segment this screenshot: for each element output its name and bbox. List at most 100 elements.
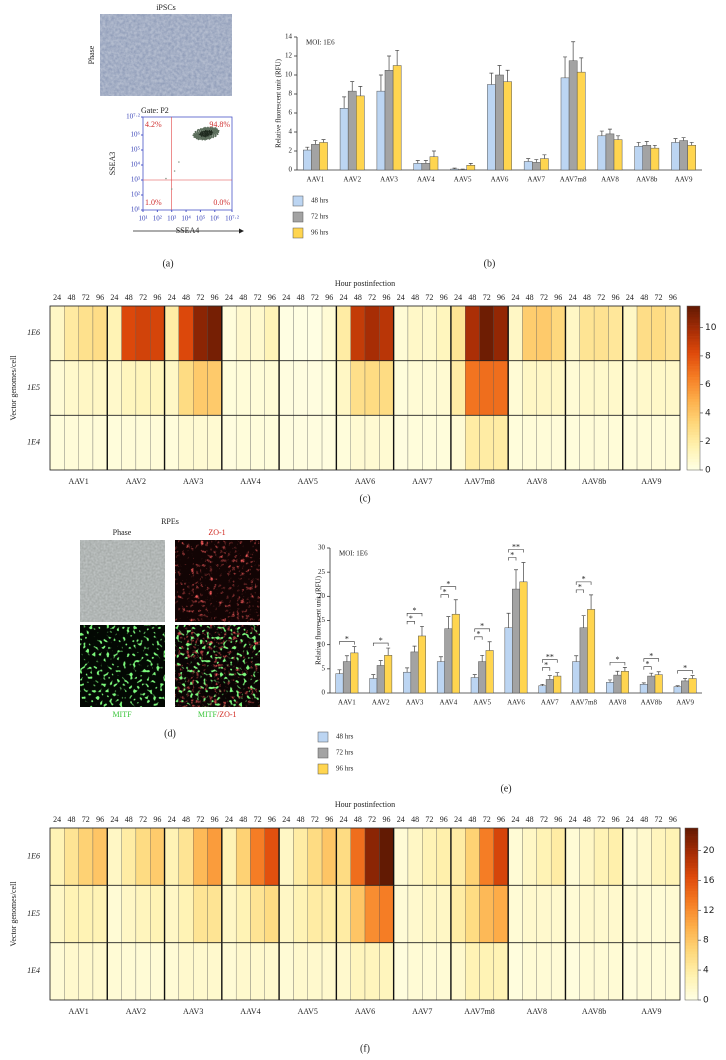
heat-cell: [250, 942, 265, 1001]
error-bar: [321, 139, 326, 143]
heat-cell: [336, 305, 351, 361]
cell-dot: [209, 126, 212, 129]
heat-cell: [593, 305, 609, 361]
significance-bracket: [339, 641, 355, 645]
significance-label: *: [345, 634, 349, 643]
hour-label: 72: [196, 815, 204, 824]
x-tick-label: AAV1: [338, 699, 356, 707]
heat-cell: [522, 360, 537, 416]
heat-cell: [178, 942, 194, 1001]
significance-label: *: [683, 663, 687, 672]
heatmap-frame: [49, 305, 681, 471]
bar: [478, 661, 487, 694]
heat-cell: [622, 415, 638, 471]
colorbar-label: 4: [703, 966, 709, 976]
heat-cell: [479, 827, 495, 886]
hour-label: 72: [311, 293, 319, 302]
heat-cell: [550, 827, 566, 886]
heat-cell: [221, 827, 237, 886]
bar: [339, 108, 349, 171]
heat-cell: [64, 360, 79, 416]
colorbar-step: [685, 959, 698, 964]
legend-swatch: [317, 747, 329, 759]
bar: [350, 652, 359, 694]
colorbar-step: [687, 333, 700, 337]
hour-label: 96: [669, 815, 677, 824]
heat-cell: [235, 415, 251, 471]
hour-label: 48: [411, 815, 419, 824]
heat-cell: [508, 305, 523, 361]
heat-cell: [522, 305, 537, 361]
flow-frame: [142, 116, 233, 211]
hour-label: 24: [168, 815, 176, 824]
heat-cell: [579, 942, 595, 1001]
heat-cell: [479, 360, 495, 416]
heat-cell: [107, 305, 122, 361]
colorbar-step: [685, 994, 698, 998]
panel-label: (f): [360, 1043, 370, 1054]
heat-cell: [293, 305, 308, 361]
bar: [512, 588, 520, 694]
hour-label: 72: [425, 293, 433, 302]
colorbar-step: [687, 467, 700, 471]
significance-label: *: [615, 655, 619, 664]
colorbar-label: 6: [705, 380, 711, 390]
heat-cell: [622, 942, 638, 1001]
y-tick-label: 6: [289, 109, 293, 117]
colorbar-step: [687, 308, 700, 312]
colorbar-step: [685, 902, 698, 906]
bar: [303, 149, 312, 171]
error-bar: [681, 137, 686, 141]
arrow-head: [239, 228, 244, 234]
group-label: AAV7: [412, 477, 432, 486]
heat-cell: [508, 827, 523, 886]
heat-cell: [465, 415, 480, 471]
heat-cell: [235, 827, 251, 886]
cell-dot: [216, 128, 218, 131]
colorbar-step: [687, 379, 700, 383]
heat-cell: [278, 360, 294, 416]
heat-cell: [321, 942, 337, 1001]
hour-label: 24: [340, 293, 348, 302]
colorbar-step: [685, 954, 698, 958]
heat-cell: [150, 305, 165, 361]
bar: [376, 665, 385, 694]
x-tick-label: AAV3: [380, 176, 398, 184]
hour-label: 24: [282, 815, 290, 824]
colorbar-step: [687, 429, 700, 433]
legend-label: 72 hrs: [311, 213, 329, 221]
colorbar-step: [687, 409, 700, 413]
heat-cell: [407, 827, 423, 886]
hour-label: 24: [340, 815, 348, 824]
heat-cell: [64, 827, 79, 886]
heat-cell: [393, 415, 409, 471]
heat-cell: [651, 942, 666, 1001]
significance-bracket: [372, 642, 389, 647]
heat-cell: [78, 942, 94, 1001]
image-label: /ZO-1: [217, 710, 237, 719]
error-bar: [622, 667, 627, 672]
row-label: 1E6: [27, 851, 40, 860]
colorbar-step: [685, 911, 698, 915]
heat-cell: [450, 885, 466, 943]
heat-cell: [479, 415, 495, 471]
x-tick-label: AAV5: [473, 699, 491, 707]
heat-cell: [450, 415, 466, 471]
bar: [679, 140, 688, 171]
heat-cell: [407, 360, 423, 416]
hour-label: 24: [110, 815, 118, 824]
bar: [613, 674, 622, 694]
heat-cell: [250, 885, 265, 943]
hour-label: 24: [168, 293, 176, 302]
heat-cell: [107, 415, 122, 471]
panel-label: (e): [500, 783, 511, 794]
colorbar-step: [687, 393, 700, 397]
heat-cell: [636, 942, 652, 1001]
colorbar-step: [685, 836, 698, 840]
bar: [503, 81, 512, 171]
heat-cell: [550, 415, 566, 471]
heat-cell: [608, 360, 623, 416]
heat-cell: [350, 827, 366, 886]
bar: [634, 146, 643, 171]
heat-cell: [164, 942, 180, 1001]
